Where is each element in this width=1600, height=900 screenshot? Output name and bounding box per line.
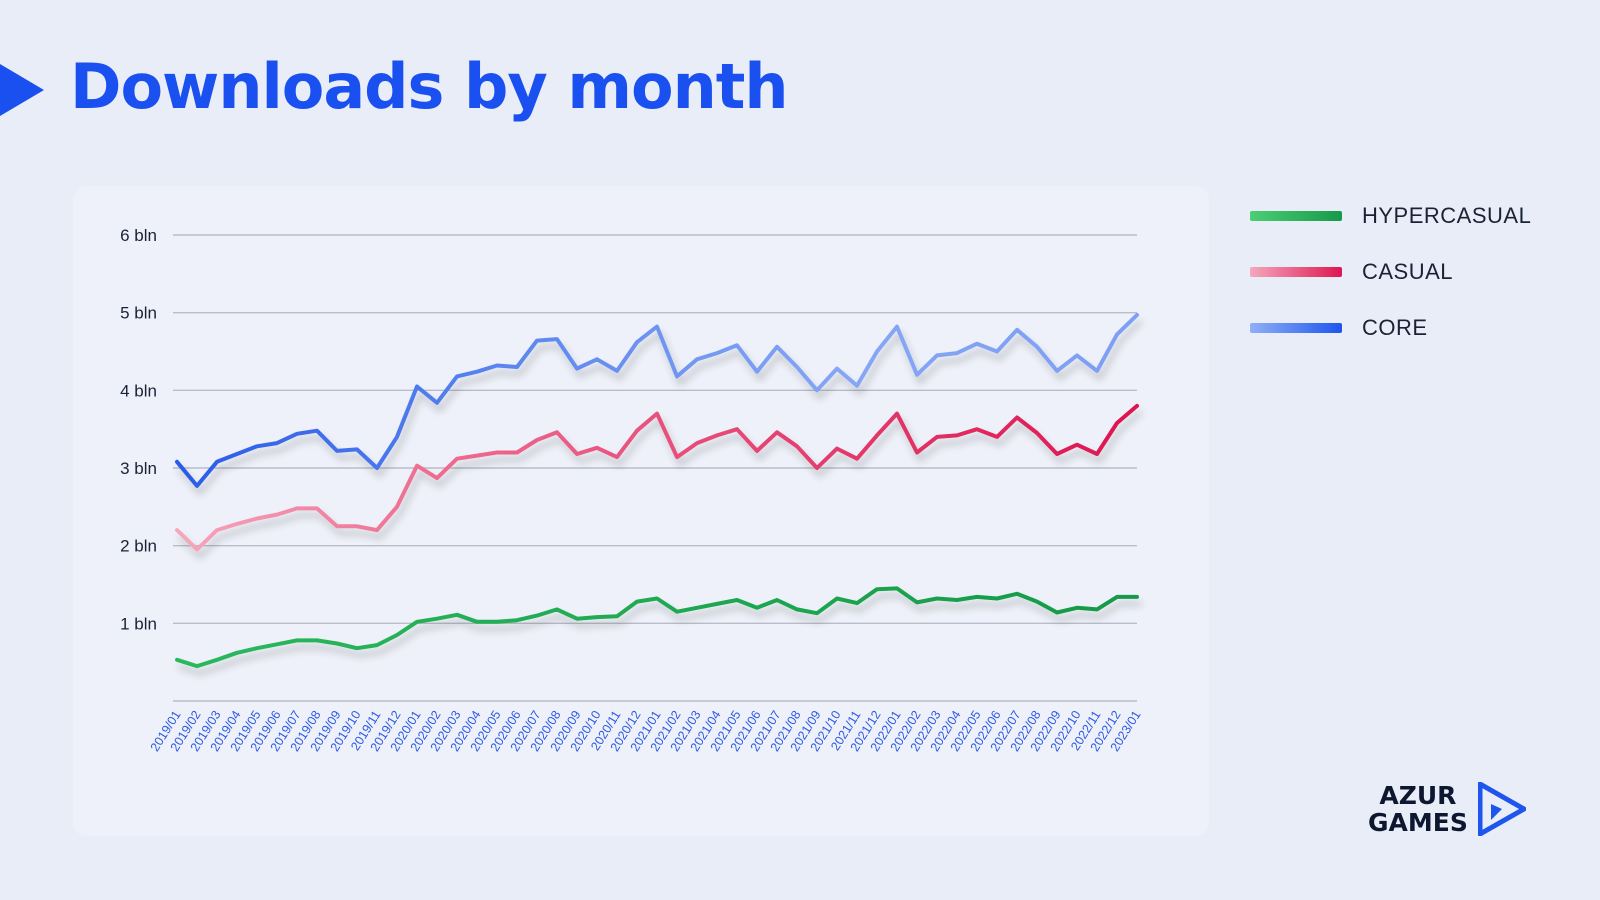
legend-item-core: CORE [1250, 300, 1531, 356]
legend-swatch-core [1250, 323, 1342, 333]
y-axis-labels: 1 bln 2 bln 3 bln 4 bln 5 bln 6 bln [120, 226, 157, 633]
legend-label-core: CORE [1362, 315, 1428, 340]
series-line-core [175, 313, 1139, 488]
grid-lines [173, 234, 1137, 702]
series-line-casual [175, 403, 1139, 552]
series-line-hypercasual [175, 586, 1139, 669]
legend-label-hypercasual: HYPERCASUAL [1362, 203, 1532, 228]
legend-item-hypercasual: HYPERCASUAL [1250, 188, 1531, 244]
downloads-line-chart: 1 bln 2 bln 3 bln 4 bln 5 bln 6 bln 2019/0120… [120, 226, 1144, 754]
logo-line-2: GAMES [1368, 808, 1468, 837]
page-title: Downloads by month [70, 50, 789, 123]
x-axis-labels: 2019/012019/022019/032019/042019/052019/… [148, 708, 1144, 754]
series-lines [175, 313, 1139, 669]
title-arrow-icon [0, 64, 44, 116]
y-tick-label: 1 bln [120, 614, 157, 633]
y-tick-label: 3 bln [120, 459, 157, 478]
legend-label-casual: CASUAL [1362, 259, 1454, 284]
y-tick-label: 5 bln [120, 304, 157, 323]
logo-line-1: AZUR [1379, 781, 1457, 810]
y-tick-label: 6 bln [120, 226, 157, 245]
azur-games-logo: AZUR GAMES [1368, 782, 1528, 842]
logo-text: AZUR GAMES [1368, 782, 1468, 836]
chart-card: 1 bln 2 bln 3 bln 4 bln 5 bln 6 bln 2019/01 20… [73, 186, 1209, 836]
legend: HYPERCASUAL CASUAL CORE [1250, 188, 1531, 356]
y-tick-label: 2 bln [120, 537, 157, 556]
y-tick-label: 4 bln [120, 381, 157, 400]
legend-item-casual: CASUAL [1250, 244, 1531, 300]
legend-swatch-hypercasual [1250, 211, 1342, 221]
logo-play-icon [1478, 782, 1526, 836]
legend-swatch-casual [1250, 267, 1342, 277]
